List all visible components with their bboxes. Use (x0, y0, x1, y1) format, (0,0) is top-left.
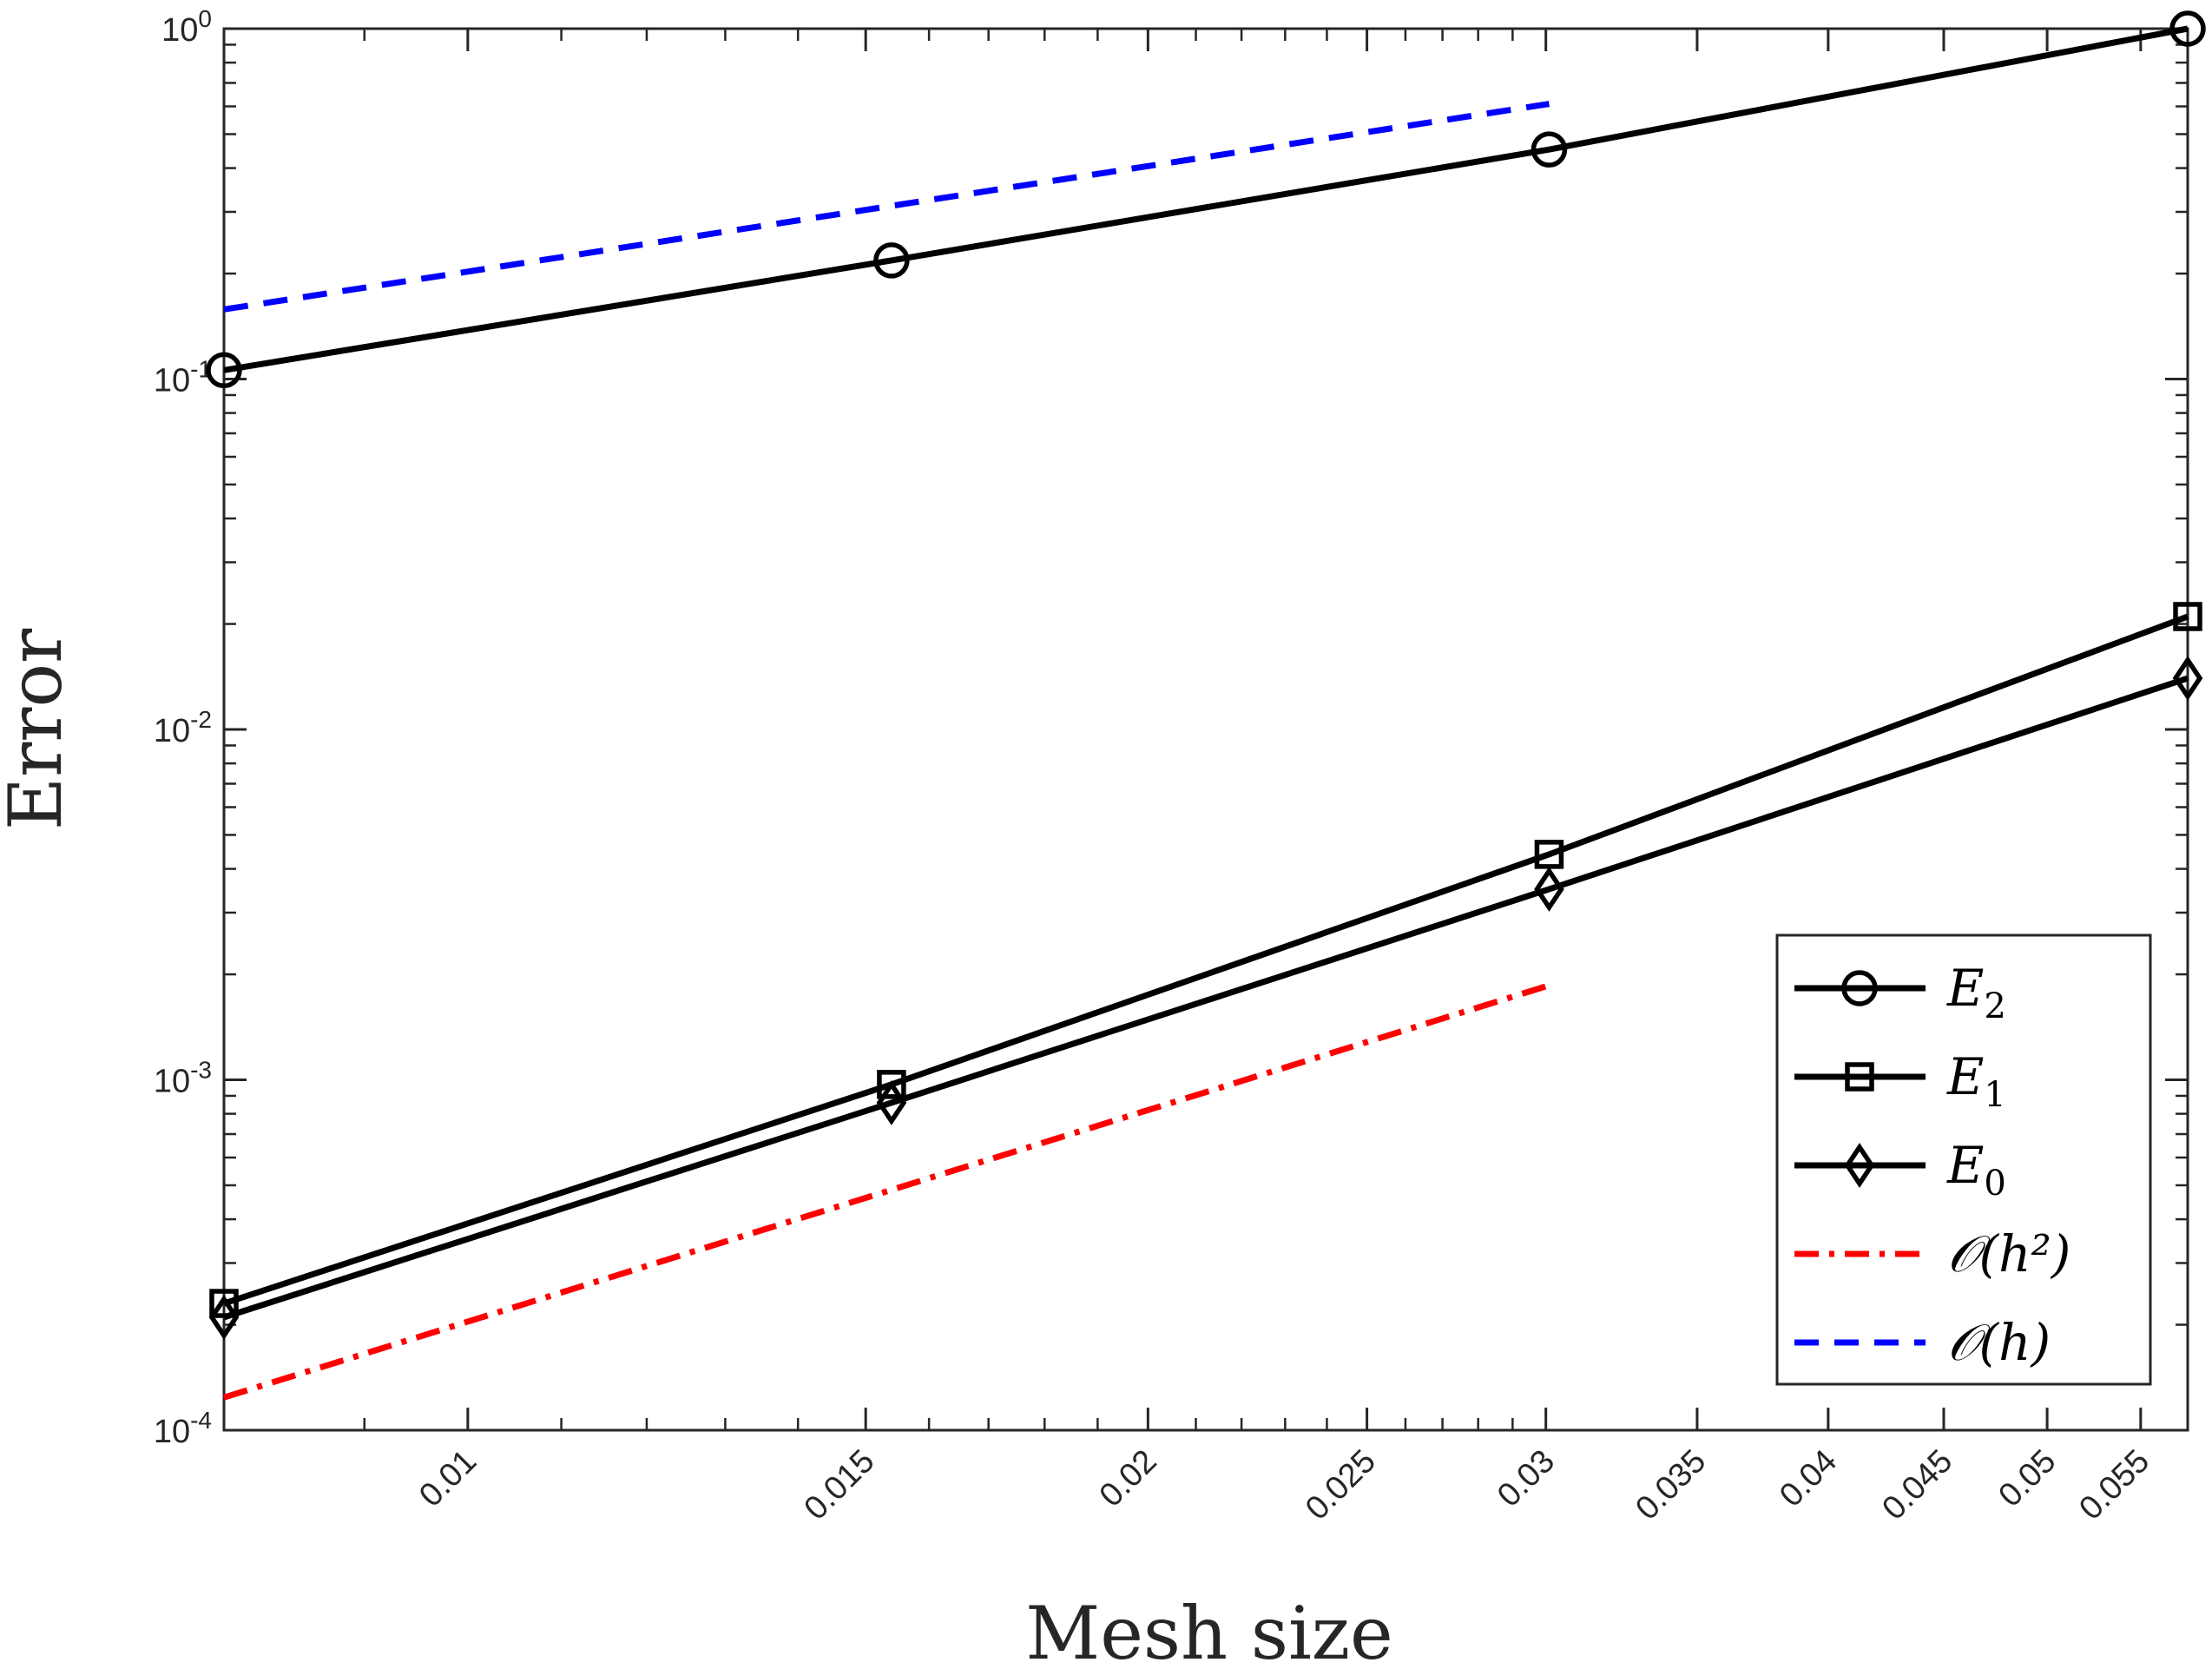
data-point-marker (873, 242, 910, 279)
legend-label-subscript: 2 (1984, 986, 2005, 1026)
legend-label-main: E (1946, 1047, 1984, 1106)
series-layer (206, 10, 2206, 1401)
y-tick-label: 100 (161, 5, 212, 49)
series-oh2 (222, 982, 1550, 1401)
y-tick-label: 10-2 (154, 706, 212, 749)
series-line (223, 25, 2189, 373)
data-point-marker (2172, 656, 2203, 701)
y-tick-exponent: 0 (198, 5, 212, 32)
y-tick-exponent: -3 (190, 1057, 212, 1084)
series-line (222, 613, 2189, 1307)
legend-label: E0 (1946, 1136, 2006, 1204)
series-oh (223, 101, 1550, 313)
legend-label: 𝒪(h) (1947, 1313, 2051, 1372)
series-line (223, 101, 1550, 313)
y-tick-label: 10-3 (154, 1057, 212, 1100)
legend-label: E1 (1946, 1047, 2006, 1115)
y-tick-base: 10 (154, 713, 190, 749)
data-point-marker (876, 1079, 907, 1125)
x-axis-title: Mesh size (1025, 1591, 1393, 1669)
legend-entry: E2 (1794, 959, 2006, 1026)
series-line (222, 675, 2189, 1321)
legend-label-main: E (1946, 959, 1984, 1018)
legend-marker (1844, 1143, 1875, 1188)
data-point-marker (1534, 867, 1564, 912)
legend-label-subscript: 1 (1984, 1075, 2005, 1115)
legend-marker (1845, 1062, 1874, 1092)
y-tick-base: 10 (154, 363, 190, 399)
data-point-marker (877, 1070, 906, 1099)
legend-label: E2 (1946, 959, 2006, 1026)
y-axis-title: Error (0, 628, 78, 830)
y-tick-base: 10 (161, 12, 198, 49)
y-tick-base: 10 (154, 1414, 190, 1450)
series-e2 (206, 10, 2206, 389)
y-tick-exponent: -2 (190, 706, 212, 733)
data-point-marker (2173, 602, 2202, 631)
y-tick-exponent: -4 (190, 1407, 212, 1434)
legend-entry: E1 (1794, 1047, 2006, 1115)
series-e0 (208, 656, 2203, 1340)
series-line (222, 982, 1550, 1401)
legend-label-subscript: 0 (1984, 1164, 2005, 1204)
legend-label: 𝒪(h²) (1947, 1224, 2070, 1283)
legend-entry: E0 (1794, 1136, 2006, 1204)
legend-label-main: E (1946, 1136, 1984, 1195)
data-point-marker (206, 352, 242, 389)
data-point-marker (1534, 840, 1564, 869)
data-point-marker (1531, 131, 1568, 168)
data-point-marker (2169, 10, 2206, 47)
minor-ticks (224, 29, 2188, 1430)
y-tick-base: 10 (154, 1064, 190, 1100)
y-tick-label: 10-1 (154, 356, 212, 399)
y-tick-label: 10-4 (154, 1407, 212, 1450)
legend-entry: 𝒪(h²) (1794, 1224, 2070, 1283)
legend-marker (1841, 970, 1878, 1006)
legend-box (1775, 933, 2152, 1386)
legend-entry: 𝒪(h) (1794, 1313, 2051, 1372)
data-point-marker (208, 1295, 240, 1340)
